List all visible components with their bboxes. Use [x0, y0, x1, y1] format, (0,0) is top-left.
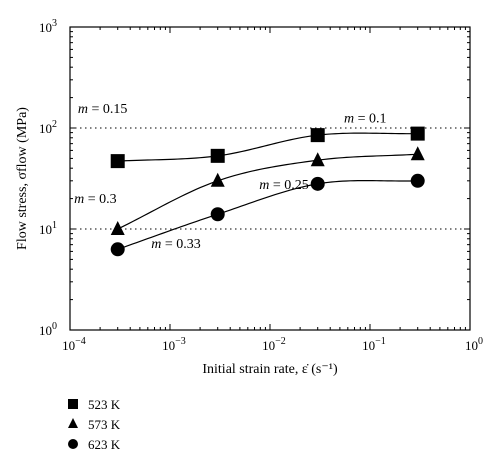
annotation: m = 0.3 [74, 192, 117, 207]
axis-ticks [69, 26, 471, 331]
y-tick-label: 103 [39, 18, 57, 35]
marker-circle [110, 242, 125, 257]
marker-square [310, 128, 325, 143]
curve-573-K [117, 153, 418, 230]
marker-square [410, 126, 425, 141]
annotation: m = 0.25 [259, 178, 309, 193]
marker-circle [210, 207, 225, 222]
annotation: m = 0.33 [151, 237, 201, 252]
curve-623-K [117, 180, 418, 250]
marker-triangle [310, 152, 325, 167]
x-tick-label: 10−3 [162, 336, 186, 353]
legend-label: 523 K [88, 397, 121, 412]
legend-marker-circle [68, 439, 78, 449]
x-tick-label: 10−2 [262, 336, 286, 353]
y-tick-label: 100 [39, 321, 57, 338]
x-axis-title: Initial strain rate, ε̇ (s⁻¹) [202, 362, 338, 377]
fit-curves [117, 132, 418, 250]
x-tick-label: 10−1 [362, 336, 386, 353]
legend-marker-triangle [68, 418, 78, 428]
legend-label: 623 K [88, 437, 121, 452]
annotations: m = 0.15 m = 0.1 m = 0.3 m = 0.25 m = 0.33 [74, 102, 386, 252]
marker-square [210, 148, 225, 163]
x-tick-label: 100 [465, 336, 483, 353]
tick-labels: 10−4 10−3 10−2 10−1 100 100 101 102 103 [39, 18, 483, 353]
y-tick-label: 102 [39, 119, 57, 136]
marker-circle [310, 176, 325, 191]
y-tick-label: 101 [39, 220, 57, 237]
legend-marker-square [68, 399, 78, 409]
legend: 523 K 573 K 623 K [68, 397, 121, 452]
marker-triangle [410, 146, 425, 161]
data-markers [110, 126, 425, 257]
marker-triangle [110, 221, 125, 235]
marker-triangle [210, 172, 225, 187]
annotation: m = 0.1 [344, 112, 387, 127]
marker-circle [410, 173, 425, 188]
y-axis-title: Flow stress, σflow (MPa) [15, 107, 30, 250]
annotation: m = 0.15 [78, 102, 128, 117]
x-tick-label: 10−4 [62, 336, 86, 353]
reference-lines [70, 127, 470, 230]
marker-square [110, 154, 125, 169]
curve-523-K [117, 132, 418, 162]
legend-label: 573 K [88, 417, 121, 432]
